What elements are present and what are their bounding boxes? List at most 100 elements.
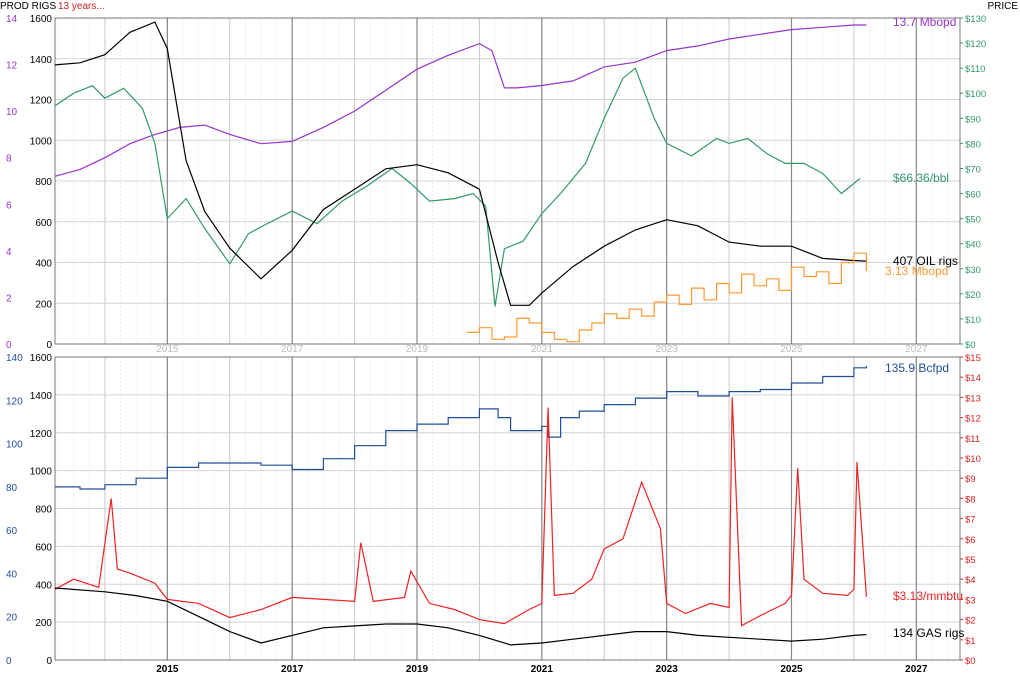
year-tick-label: 2025 <box>780 344 803 355</box>
rigs-tick-label: 1600 <box>30 14 53 25</box>
price-tick-label: $11 <box>965 434 980 445</box>
production-tick-label: 10 <box>6 107 18 118</box>
production-tick-label: 40 <box>6 569 18 580</box>
rigs-tick-label: 800 <box>35 177 52 188</box>
price-tick-label: $2 <box>965 616 976 627</box>
price-tick-label: $13 <box>965 393 981 404</box>
rigs-tick-label: 0 <box>46 656 52 667</box>
price-tick-label: $0 <box>965 656 976 667</box>
price-tick-label: $10 <box>965 454 981 465</box>
year-tick-label: 2019 <box>406 664 429 675</box>
rigs-tick-label: 1400 <box>30 55 53 66</box>
price-tick-label: $8 <box>965 494 976 505</box>
price-tick-label: $100 <box>965 89 986 100</box>
header-right-label: PRICE <box>987 1 1018 12</box>
price-tick-label: $70 <box>965 164 981 175</box>
price-tick-label: $7 <box>965 515 976 526</box>
production-tick-label: 100 <box>6 440 23 451</box>
plot-frame <box>54 17 961 345</box>
series-label: 3.13 Mbopd <box>885 264 948 278</box>
rigs-tick-label: 200 <box>35 618 52 629</box>
rigs-tick-label: 600 <box>35 218 52 229</box>
price-tick-label: $90 <box>965 114 981 125</box>
header-note: 13 years... <box>58 1 105 12</box>
series-label: 407 OIL rigs <box>893 254 958 268</box>
price-tick-label: $6 <box>965 535 976 546</box>
price-tick-label: $15 <box>965 353 981 364</box>
rigs-tick-label: 400 <box>35 259 52 270</box>
production-tick-label: 4 <box>6 247 12 258</box>
production-tick-label: 140 <box>6 353 23 364</box>
year-tick-label: 2021 <box>531 344 554 355</box>
price-tick-label: $120 <box>965 39 986 50</box>
production-tick-label: 14 <box>6 14 18 25</box>
price-tick-label: $50 <box>965 215 981 226</box>
series-line-134-gas-rigs <box>54 587 867 646</box>
series-label: 134 GAS rigs <box>893 626 964 640</box>
price-tick-label: $10 <box>965 315 981 326</box>
production-tick-label: 12 <box>6 61 18 72</box>
series-line--66-36-bbl <box>54 67 861 307</box>
price-tick-label: $5 <box>965 555 976 566</box>
rigs-tick-label: 1400 <box>30 391 53 402</box>
year-tick-label: 2023 <box>656 664 679 675</box>
price-tick-label: $4 <box>965 575 976 586</box>
price-tick-label: $30 <box>965 265 981 276</box>
price-tick-label: $20 <box>965 290 981 301</box>
series-label: $3.13/mmbtu <box>893 589 963 603</box>
series-line-13-7-mbopd <box>54 24 867 177</box>
rigs-tick-label: 1000 <box>30 136 53 147</box>
year-tick-label: 2025 <box>780 664 803 675</box>
production-tick-label: 2 <box>6 293 12 304</box>
price-tick-label: $1 <box>965 636 976 647</box>
production-tick-label: 20 <box>6 613 18 624</box>
production-tick-label: 8 <box>6 154 12 165</box>
price-tick-label: $60 <box>965 190 981 201</box>
series-line-135-9-bcfpd <box>55 365 867 490</box>
rigs-tick-label: 800 <box>35 505 52 516</box>
year-tick-label: 2023 <box>656 344 679 355</box>
price-tick-label: $9 <box>965 474 976 485</box>
series-line-3-13-mbopd <box>466 252 867 343</box>
year-tick-label: 2021 <box>531 664 554 675</box>
production-tick-label: 0 <box>6 656 12 667</box>
rigs-tick-label: 1600 <box>30 353 53 364</box>
header-left-label: PROD RIGS <box>0 1 56 12</box>
price-tick-label: $130 <box>965 14 986 25</box>
rigs-tick-label: 400 <box>35 580 52 591</box>
production-tick-label: 80 <box>6 483 18 494</box>
year-tick-label: 2027 <box>905 344 928 355</box>
year-tick-label: 2019 <box>406 344 429 355</box>
year-tick-label: 2027 <box>905 664 928 675</box>
rigs-tick-label: 600 <box>35 542 52 553</box>
rigs-tick-label: 1200 <box>30 429 53 440</box>
year-tick-label: 2017 <box>281 664 304 675</box>
rigs-tick-label: 1000 <box>30 467 53 478</box>
price-tick-label: $0 <box>965 340 976 351</box>
production-tick-label: 120 <box>6 396 23 407</box>
rigs-tick-label: 200 <box>35 299 52 310</box>
plot-frame <box>54 356 961 661</box>
price-tick-label: $80 <box>965 139 981 150</box>
series-line-407-oil-rigs <box>54 21 867 306</box>
price-tick-label: $14 <box>965 373 981 384</box>
series-label: 13.7 Mbopd <box>893 15 956 29</box>
year-tick-label: 2015 <box>156 664 179 675</box>
price-tick-label: $3 <box>965 595 976 606</box>
year-tick-label: 2017 <box>281 344 304 355</box>
price-tick-label: $110 <box>965 64 985 75</box>
year-tick-label: 2015 <box>156 344 179 355</box>
series-label: 135.9 Bcfpd <box>885 361 949 375</box>
series-label: $66.36/bbl <box>893 171 949 185</box>
price-tick-label: $40 <box>965 240 981 251</box>
series-line--3-13-mmbtu <box>54 397 867 627</box>
production-tick-label: 0 <box>6 340 12 351</box>
price-tick-label: $12 <box>965 414 981 425</box>
rigs-tick-label: 0 <box>46 340 52 351</box>
production-tick-label: 60 <box>6 526 18 537</box>
production-tick-label: 6 <box>6 200 12 211</box>
rigs-tick-label: 1200 <box>30 96 53 107</box>
